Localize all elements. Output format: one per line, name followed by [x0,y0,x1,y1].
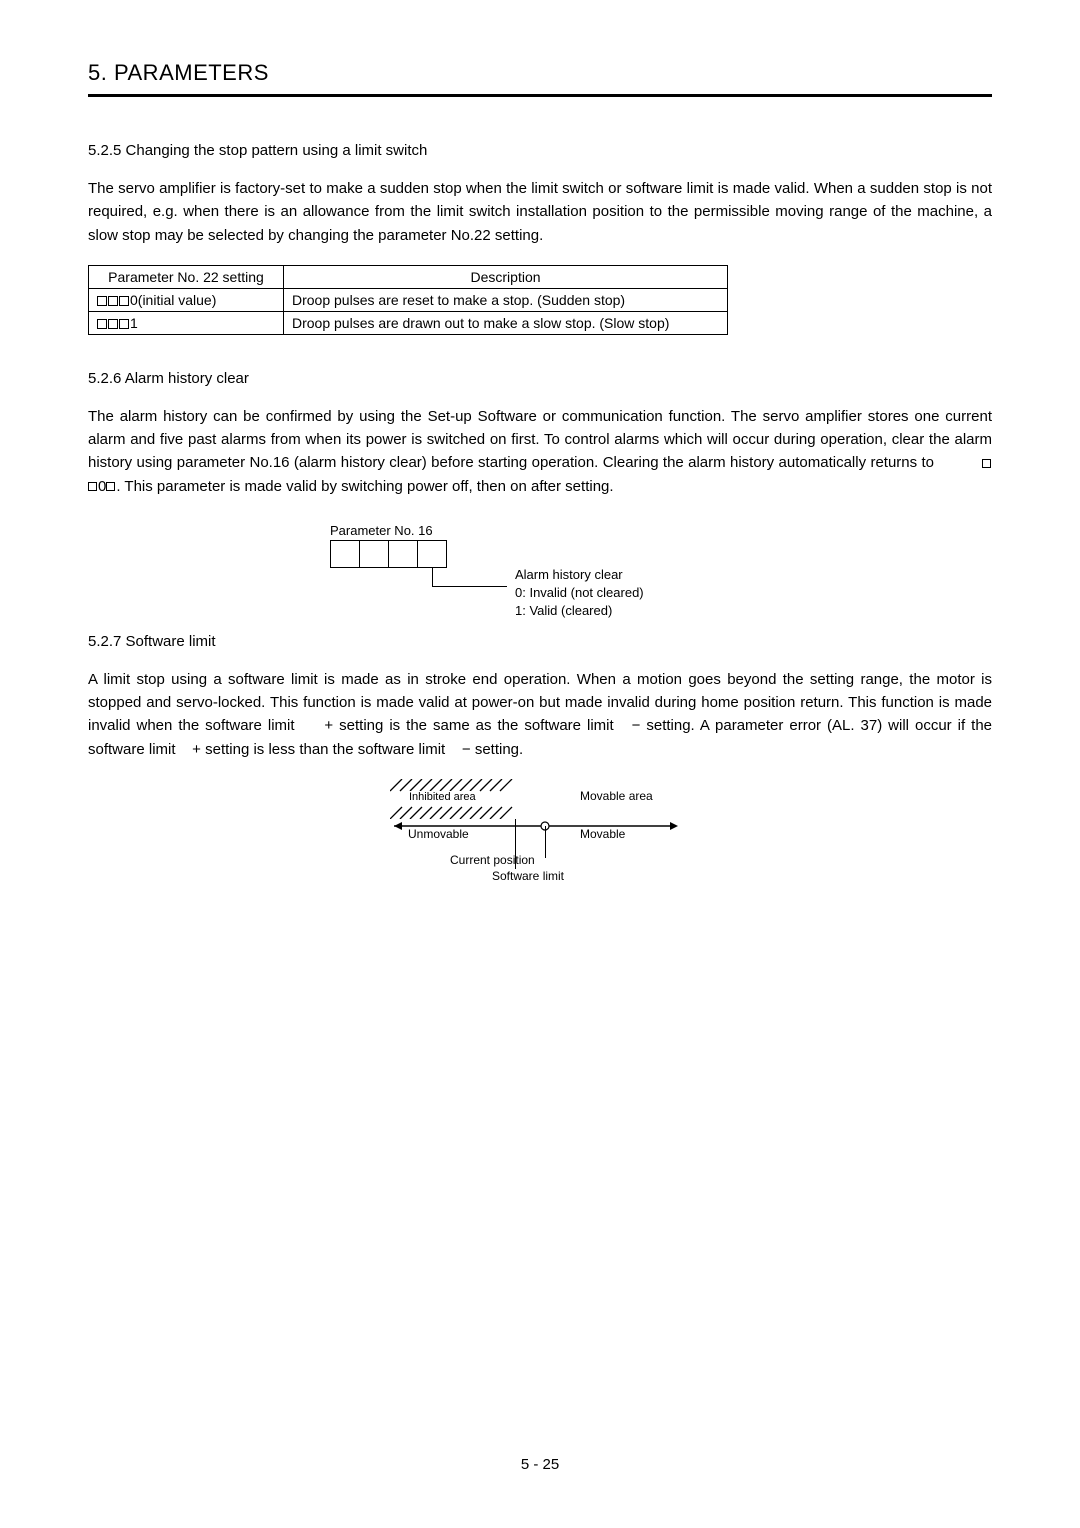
box-icon [97,319,107,329]
box-icon [97,296,107,306]
section-525-heading: 5.2.5 Changing the stop pattern using a … [88,142,992,159]
chapter-title: 5. PARAMETERS [88,60,992,86]
inhibited-label: Inhibited area [408,791,477,803]
param16-line3: 1: Valid (cleared) [515,602,644,620]
movable-label: Movable [580,827,625,841]
param16-boxes [330,540,750,568]
param16-label: Parameter No. 16 [330,523,750,538]
box-icon [108,296,118,306]
box-icon [88,482,97,491]
param16-connector: Alarm history clear 0: Invalid (not clea… [330,568,750,598]
setting-suffix-0: 0(initial value) [130,292,216,308]
section-526-paragraph: The alarm history can be confirmed by us… [88,405,992,498]
table-header-description: Description [284,265,728,288]
section-526-heading: 5.2.6 Alarm history clear [88,370,992,387]
param16-line2: 0: Invalid (not cleared) [515,584,644,602]
param16-line1: Alarm history clear [515,566,644,584]
box-icon [119,319,129,329]
param22-table: Parameter No. 22 setting Description 0(i… [88,265,728,335]
inline-box-group [106,478,116,495]
section-525-paragraph: The servo amplifier is factory-set to ma… [88,177,992,247]
box-icon [108,319,118,329]
box-icon [982,459,991,468]
movable-area-label: Movable area [580,789,653,803]
param16-cell [417,540,447,568]
table-cell-setting-1: 1 [89,311,284,334]
header-rule [88,94,992,97]
software-limit-diagram: Inhibited area Movable area Unmovable Mo… [380,779,700,889]
box-icon [119,296,129,306]
param16-text-block: Alarm history clear 0: Invalid (not clea… [515,566,644,621]
table-cell-desc-1: Droop pulses are drawn out to make a slo… [284,311,728,334]
box-icon [106,482,115,491]
section-527-paragraph: A limit stop using a software limit is m… [88,668,992,761]
param16-cell [388,540,418,568]
section-526-para-part1: The alarm history can be confirmed by us… [88,408,992,472]
setting-suffix-1: 1 [130,315,138,331]
param16-cell [330,540,360,568]
param16-cell [359,540,389,568]
software-limit-label: Software limit [492,869,564,883]
page-number: 5 - 25 [0,1456,1080,1473]
section-527-heading: 5.2.7 Software limit [88,633,992,650]
current-pos-vline [545,826,546,858]
table-header-setting: Parameter No. 22 setting [89,265,284,288]
table-row: 0(initial value) Droop pulses are reset … [89,288,728,311]
table-cell-desc-0: Droop pulses are reset to make a stop. (… [284,288,728,311]
connector-vline [432,568,433,586]
table-cell-setting-0: 0(initial value) [89,288,284,311]
table-header-row: Parameter No. 22 setting Description [89,265,728,288]
connector-hline [432,586,507,587]
param16-diagram: Parameter No. 16 Alarm history clear 0: … [330,523,750,598]
table-row: 1 Droop pulses are drawn out to make a s… [89,311,728,334]
current-position-label: Current position [450,853,535,867]
unmovable-label: Unmovable [408,827,469,841]
section-526-para-part2: . This parameter is made valid by switch… [116,478,613,495]
